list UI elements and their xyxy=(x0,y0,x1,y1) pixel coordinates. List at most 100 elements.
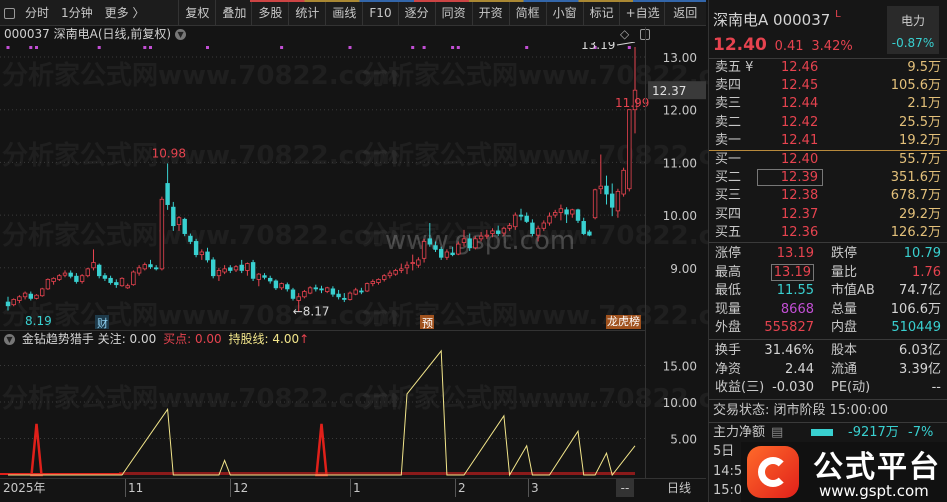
legend-buy-point: 买点: 0.00 xyxy=(163,332,222,346)
price-tick-label: 13.00 xyxy=(663,51,697,65)
candle-up xyxy=(216,270,222,277)
draw-button[interactable]: 画线 xyxy=(325,0,362,26)
candle-down xyxy=(581,221,586,234)
stock-name-code: 深南电A 000037 L xyxy=(713,9,841,29)
same-capital-button[interactable]: 同资 xyxy=(434,0,472,26)
stats-button[interactable]: 统计 xyxy=(288,0,325,26)
signal-dot xyxy=(35,46,38,49)
candle-up xyxy=(478,235,484,240)
indicator-chart[interactable]: 15.00 10.00 5.00 xyxy=(0,346,706,478)
candle-up xyxy=(370,281,375,285)
fund-label: PE(动) xyxy=(831,380,871,396)
candle-up xyxy=(444,251,450,258)
more-menu[interactable]: 更多 〉 xyxy=(104,5,145,20)
candle-down xyxy=(359,290,364,293)
candle-up xyxy=(142,264,147,270)
ask-label: 卖五 ¥ xyxy=(715,60,754,75)
candle-down xyxy=(285,284,290,290)
tick-time: 15:0 xyxy=(713,483,743,498)
candle-up xyxy=(353,289,358,295)
main-flow-value: -9217万 xyxy=(848,425,899,440)
fund-value: 31.46% xyxy=(764,343,814,358)
signal-dot xyxy=(456,46,460,49)
candle-up xyxy=(621,169,626,195)
open-capital-button[interactable]: 开资 xyxy=(471,0,509,26)
marker-finance: 财 xyxy=(97,316,108,330)
simple-frame-button[interactable]: 简框 xyxy=(508,0,546,26)
candle-down xyxy=(148,264,153,268)
candle-up xyxy=(57,275,62,280)
stat-label: 现量 xyxy=(715,301,742,317)
ask-volume: 105.6万 xyxy=(890,78,941,94)
tick-button[interactable]: 逐分 xyxy=(397,0,435,26)
holding-baseline xyxy=(119,472,635,475)
signal-dot xyxy=(143,46,147,49)
candle-up xyxy=(376,278,381,283)
time-label: 3 xyxy=(528,479,539,497)
candle-up xyxy=(558,208,564,213)
diamond-icon[interactable]: ◇ xyxy=(620,27,630,41)
adjust-button[interactable]: 复权 xyxy=(178,0,215,26)
tab-1min[interactable]: 1分钟 xyxy=(61,5,93,20)
candle-down xyxy=(575,209,581,221)
candle-down xyxy=(610,193,615,208)
indicator-tick-label: 10.00 xyxy=(663,396,697,410)
signal-dot xyxy=(6,46,10,49)
candle-up xyxy=(62,272,68,276)
bid-row: 买一 12.40 55.7万 xyxy=(709,151,941,169)
main-flow-pct: -7% xyxy=(908,425,934,440)
candle-up xyxy=(279,283,284,289)
signal-dot xyxy=(280,46,284,49)
flow-bar xyxy=(811,429,833,436)
panel-toggle-icon[interactable] xyxy=(0,0,19,26)
fund-value: -- xyxy=(931,380,941,396)
chevron-down-icon[interactable]: ▼ xyxy=(175,29,187,40)
stat-value: 10.79 xyxy=(903,246,941,261)
tab-intraday[interactable]: 分时 xyxy=(25,5,50,20)
stat-value: 1.76 xyxy=(912,264,941,280)
candle-up xyxy=(296,296,301,301)
price-tick-label: 9.00 xyxy=(670,262,697,276)
add-watchlist-button[interactable]: +自选 xyxy=(618,0,664,26)
fundamental-row: 收益(三) -0.030 PE(动) -- xyxy=(709,379,941,397)
marker-dragon-tiger[interactable]: 龙虎榜 xyxy=(606,315,641,329)
small-window-button[interactable]: 小窗 xyxy=(545,0,583,26)
candle-up xyxy=(416,259,421,266)
sector-name: 电力 xyxy=(900,14,925,28)
fund-label: 流通 xyxy=(831,361,858,377)
candle-down xyxy=(205,251,210,261)
back-button[interactable]: 返回 xyxy=(663,0,706,26)
fundamental-row: 换手 31.46% 股本 6.03亿 xyxy=(709,342,941,360)
marker-forecast-bg xyxy=(420,315,434,329)
bid-row: 买二 12.39 351.6万 xyxy=(709,169,941,187)
overlay-button[interactable]: 叠加 xyxy=(215,0,251,26)
candle-down xyxy=(250,262,256,279)
candle-up xyxy=(119,277,125,287)
candle-down xyxy=(68,272,73,277)
candle-down xyxy=(188,235,193,242)
bid-price: 12.38 xyxy=(781,188,819,204)
ask-price: 12.44 xyxy=(781,96,819,112)
candle-up xyxy=(473,238,478,249)
price-change-pct: 3.42% xyxy=(811,39,853,54)
fund-label: 换手 xyxy=(715,343,742,358)
candlestick-chart[interactable]: 9.00 10.00 11.00 12.00 13.00 12.37 10.98 8.19 ←8… xyxy=(0,42,706,330)
signal-dot xyxy=(627,46,631,49)
arrow-line xyxy=(616,42,636,46)
multi-stock-button[interactable]: 多股 xyxy=(251,0,288,26)
sector-box[interactable]: 电力 -0.87% xyxy=(887,6,939,54)
stat-value: 11.55 xyxy=(776,283,814,299)
stat-value: 555827 xyxy=(764,320,814,336)
period-label[interactable]: 日线 xyxy=(667,481,692,495)
mark-button[interactable]: 标记 xyxy=(582,0,619,26)
candle-down xyxy=(239,264,244,271)
f10-button[interactable]: F10 xyxy=(362,0,397,26)
bid-price: 12.37 xyxy=(781,206,819,222)
candle-down xyxy=(495,230,501,234)
candle-down xyxy=(153,267,159,270)
candle-up xyxy=(324,287,330,292)
stat-label: 最低 xyxy=(715,283,742,299)
chevron-down-icon[interactable]: ▼ xyxy=(4,334,15,345)
candle-up xyxy=(461,238,467,243)
legend-holding-line: 持股线: 4.00 xyxy=(228,332,300,346)
